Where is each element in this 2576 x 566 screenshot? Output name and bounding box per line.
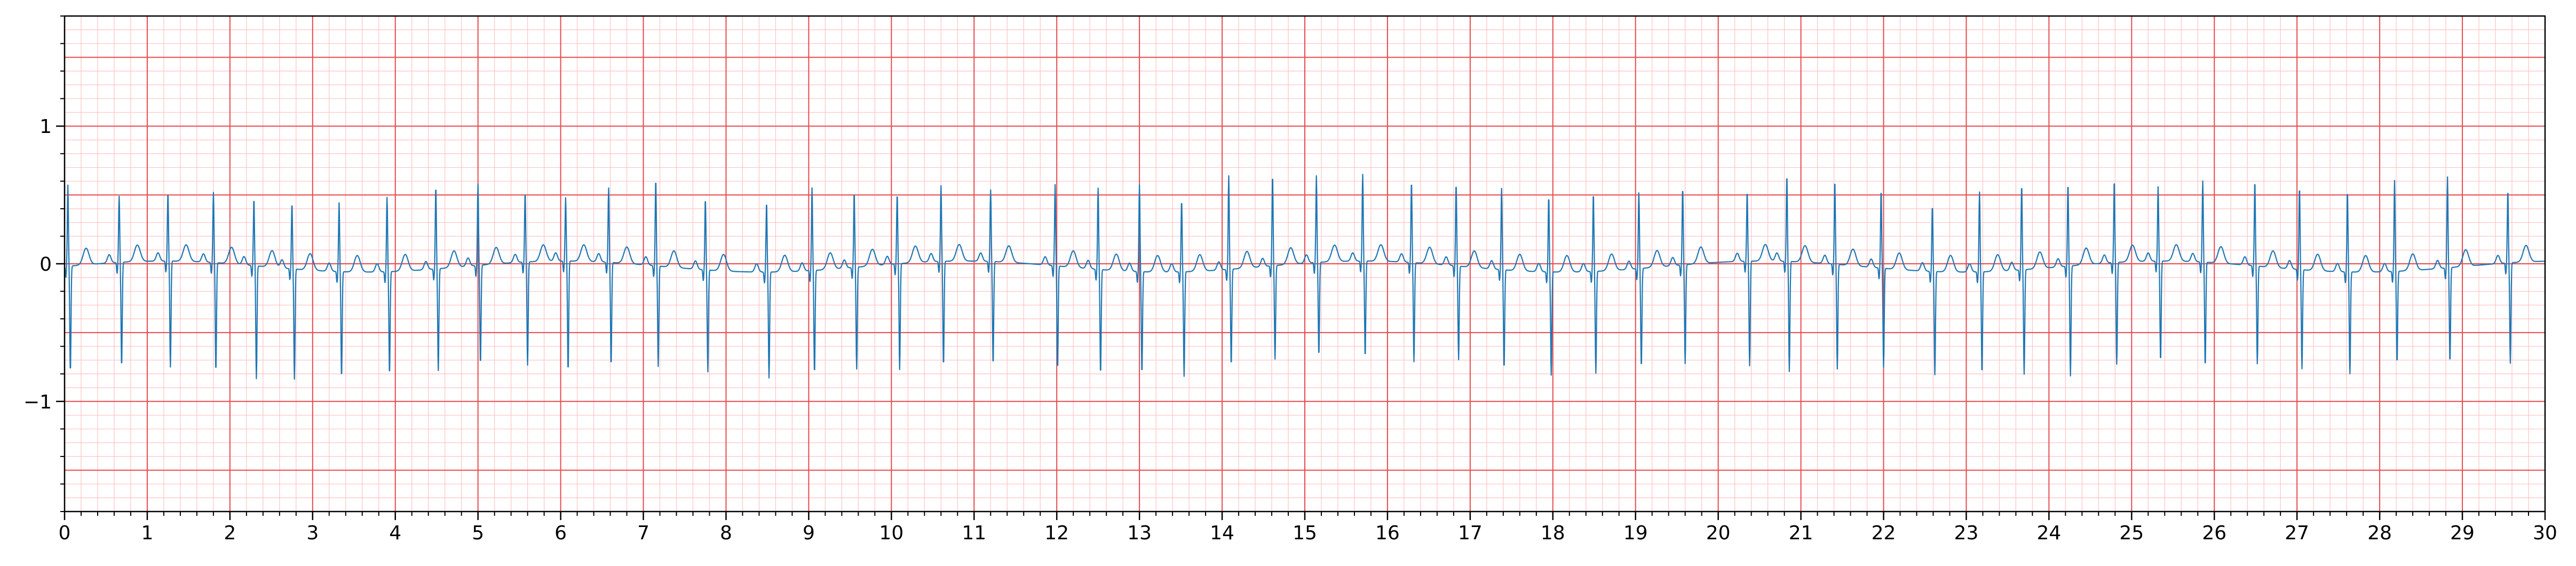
x-tick-label: 6 xyxy=(554,522,567,544)
y-tick-label: 1 xyxy=(39,116,52,138)
x-tick-label: 1 xyxy=(141,522,153,544)
major-grid xyxy=(64,16,2546,512)
x-tick-label: 18 xyxy=(1541,522,1565,544)
y-tick-label: 0 xyxy=(39,254,52,276)
x-tick-label: 17 xyxy=(1458,522,1483,544)
x-tick-label: 19 xyxy=(1623,522,1648,544)
x-tick-label: 9 xyxy=(803,522,815,544)
x-tick-label: 3 xyxy=(306,522,319,544)
x-tick-label: 22 xyxy=(1872,522,1896,544)
y-axis: −1 0 1 xyxy=(23,15,65,512)
x-tick-label: 21 xyxy=(1789,522,1813,544)
x-tick-label: 15 xyxy=(1293,522,1317,544)
x-tick-label: 24 xyxy=(2036,522,2061,544)
x-tick-label: 28 xyxy=(2367,522,2392,544)
x-tick-label: 12 xyxy=(1044,522,1069,544)
x-tick-label: 16 xyxy=(1375,522,1400,544)
x-tick-label: 26 xyxy=(2202,522,2226,544)
x-tick-label: 0 xyxy=(59,522,71,544)
x-tick-label: 7 xyxy=(637,522,649,544)
x-tick-label: 13 xyxy=(1127,522,1152,544)
x-tick-label: 23 xyxy=(1954,522,1979,544)
x-tick-label: 27 xyxy=(2285,522,2309,544)
ecg-trace-line xyxy=(64,174,2546,380)
ecg-trace-layer xyxy=(64,174,2546,380)
x-tick-label: 29 xyxy=(2450,522,2475,544)
x-tick-label: 5 xyxy=(472,522,484,544)
x-tick-label: 14 xyxy=(1210,522,1234,544)
x-tick-label: 30 xyxy=(2533,522,2557,544)
x-tick-label: 2 xyxy=(224,522,236,544)
x-tick-label: 4 xyxy=(389,522,401,544)
x-tick-label: 10 xyxy=(879,522,903,544)
x-tick-label: 25 xyxy=(2119,522,2144,544)
x-tick-label: 20 xyxy=(1706,522,1731,544)
x-tick-label: 11 xyxy=(962,522,986,544)
y-tick-label: −1 xyxy=(23,391,52,413)
x-tick-label: 8 xyxy=(720,522,732,544)
x-axis: 0 1 2 3 4 5 6 7 8 9 10 11 12 13 14 15 16 17 18 19 20 21 22 23 24… xyxy=(59,512,2557,544)
